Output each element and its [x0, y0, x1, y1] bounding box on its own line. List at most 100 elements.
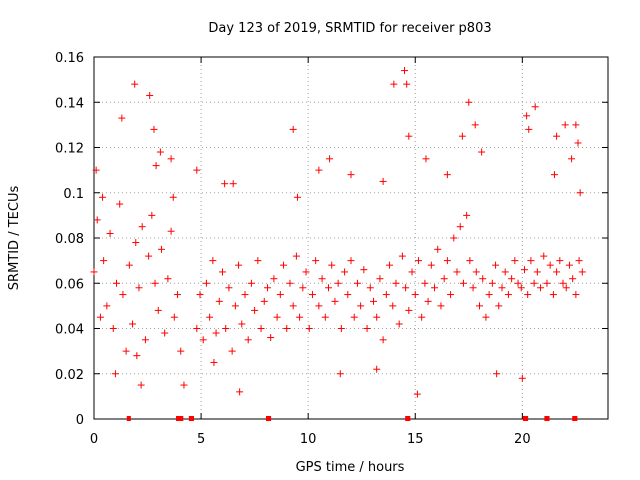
data-point [427, 261, 435, 269]
data-point [196, 291, 204, 299]
data-point [527, 257, 535, 265]
data-point [485, 291, 493, 299]
data-point [572, 291, 580, 299]
data-point [180, 381, 188, 389]
data-point [546, 261, 554, 269]
data-point [138, 223, 146, 231]
data-point [116, 200, 124, 208]
data-point [488, 279, 496, 287]
data-point [236, 388, 244, 396]
zero-marker [176, 416, 180, 421]
data-point [508, 275, 516, 283]
data-point [405, 306, 413, 314]
data-point [553, 268, 561, 276]
x-tick-label: 15 [407, 432, 424, 447]
data-point [305, 325, 313, 332]
data-point [463, 211, 471, 219]
data-point [137, 381, 145, 389]
data-point [363, 325, 371, 332]
data-point [135, 284, 143, 292]
data-point [344, 291, 352, 299]
data-point [152, 162, 160, 170]
data-point [273, 313, 281, 321]
data-point [443, 171, 451, 179]
data-point [99, 193, 107, 201]
data-point [347, 171, 355, 179]
data-point [350, 313, 358, 321]
data-point [379, 177, 387, 185]
data-point [315, 302, 323, 310]
data-point [308, 291, 316, 299]
data-point [559, 279, 567, 287]
data-point [514, 279, 522, 287]
y-tick-label: 0.12 [55, 142, 84, 157]
data-point [231, 302, 239, 310]
data-point [154, 306, 162, 314]
data-point [151, 279, 159, 287]
data-point [225, 284, 233, 292]
y-tick-labels: 0 0.02 0.04 0.06 0.08 0.1 0.12 0.14 0.16 [55, 51, 84, 428]
data-point [518, 374, 526, 382]
data-point [395, 320, 403, 328]
data-point [386, 261, 394, 269]
data-point [92, 166, 100, 174]
zero-marker [180, 416, 184, 421]
data-point [520, 266, 528, 274]
data-point [257, 325, 265, 332]
data-point [569, 275, 577, 283]
data-point [434, 245, 442, 253]
data-point [164, 275, 172, 283]
data-point [459, 279, 467, 287]
data-point [267, 334, 275, 342]
zero-marker [572, 416, 576, 421]
data-point [326, 155, 334, 163]
data-point [422, 155, 430, 163]
data-point [202, 279, 210, 287]
data-point [524, 291, 532, 299]
data-point [366, 284, 374, 292]
data-point [206, 313, 214, 321]
data-point [369, 297, 377, 305]
data-point [360, 266, 368, 274]
data-point [210, 358, 218, 366]
data-point [478, 148, 486, 156]
data-point [215, 297, 223, 305]
data-point [443, 257, 451, 265]
data-point [498, 284, 506, 292]
data-point [148, 211, 156, 219]
data-point [465, 98, 473, 106]
data-point [543, 279, 551, 287]
y-tick-label: 0.06 [55, 277, 84, 292]
data-point [437, 302, 445, 310]
data-point [331, 297, 339, 305]
data-point [177, 347, 185, 355]
data-point [504, 291, 512, 299]
data-point [530, 279, 538, 287]
data-point [244, 336, 252, 344]
data-point [193, 325, 201, 332]
data-point [222, 325, 230, 332]
data-point [421, 279, 429, 287]
data-point [263, 284, 271, 292]
data-point [479, 275, 487, 283]
data-point [219, 268, 226, 276]
data-point [260, 297, 268, 305]
y-tick-label: 0.04 [55, 323, 84, 338]
data-point [209, 257, 217, 265]
data-point [440, 275, 448, 283]
data-point [469, 284, 477, 292]
grid [94, 57, 608, 419]
data-point [157, 245, 165, 253]
data-point [392, 279, 400, 287]
zero-marker [178, 416, 182, 421]
data-point [118, 114, 126, 122]
zero-marker [127, 416, 131, 421]
data-point [241, 291, 249, 299]
data-point [286, 279, 294, 287]
data-point [221, 180, 229, 188]
data-point [100, 257, 108, 265]
data-point [167, 227, 175, 235]
data-point [145, 252, 153, 260]
y-tick-label: 0.02 [55, 368, 84, 383]
